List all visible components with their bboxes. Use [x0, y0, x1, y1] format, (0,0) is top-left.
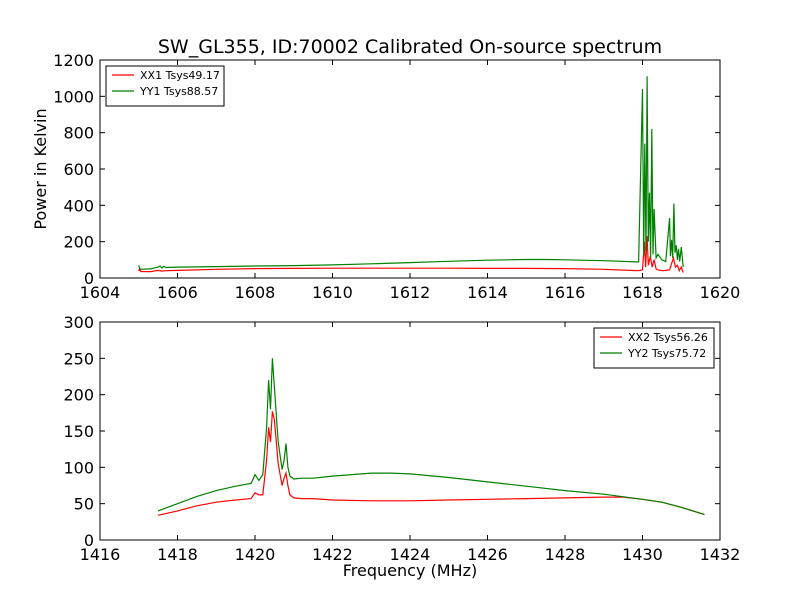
y-tick-label: 50: [74, 495, 94, 514]
x-tick-label: 1620: [700, 283, 741, 302]
y-tick-label: 1000: [53, 87, 94, 106]
y-tick-label: 0: [84, 531, 94, 550]
x-tick-label: 1610: [312, 283, 353, 302]
x-tick-label: 1606: [157, 283, 198, 302]
y-tick-label: 250: [63, 349, 94, 368]
y-tick-label: 800: [63, 124, 94, 143]
bottom-panel: 1416 1418 1420 1422 1424 1426 1428 1430 1432 0 50 1…: [63, 313, 740, 564]
legend-box: [593, 327, 715, 369]
y-tick-label: 150: [63, 422, 94, 441]
legend-label: XX2 Tsys56.26: [628, 331, 708, 344]
chart-title: SW_GL355, ID:70002 Calibrated On-source …: [158, 36, 662, 58]
legend-label: XX1 Tsys49.17: [140, 69, 220, 82]
y-tick-label: 200: [63, 386, 94, 405]
x-tick-label: 1420: [235, 545, 276, 564]
y-tick-label: 100: [63, 458, 94, 477]
y-tick-label: 300: [63, 313, 94, 332]
x-tick-label: 1422: [312, 545, 353, 564]
x-tick-label: 1616: [545, 283, 586, 302]
y-tick-label: 1200: [53, 51, 94, 70]
series-line-1: [138, 236, 684, 273]
y-axis-label: Power in Kelvin: [31, 108, 50, 229]
x-tick-label: 1430: [622, 545, 663, 564]
x-axis-label: Frequency (MHz): [343, 561, 477, 580]
y-tick-label: 400: [63, 196, 94, 215]
series-line-2: [157, 358, 705, 516]
legend-box: [105, 65, 225, 107]
series-line-1: [157, 411, 705, 516]
top-panel: 1604 1606 1608 1610 1612 1614 1616 1618 1620 0 200…: [53, 51, 740, 302]
y-tick-label: 0: [84, 269, 94, 288]
x-tick-label: 1424: [390, 545, 431, 564]
x-tick-label: 1604: [80, 283, 121, 302]
y-tick-label: 200: [63, 233, 94, 252]
x-tick-label: 1426: [467, 545, 508, 564]
legend-label: YY1 Tsys88.57: [139, 85, 218, 98]
x-tick-label: 1416: [80, 545, 121, 564]
series-line-2: [138, 76, 684, 270]
x-tick-label: 1418: [157, 545, 198, 564]
legend: XX2 Tsys56.26 YY2 Tsys75.72: [593, 327, 715, 369]
x-tick-label: 1608: [235, 283, 276, 302]
legend: XX1 Tsys49.17 YY1 Tsys88.57: [105, 65, 225, 107]
y-tick-label: 600: [63, 160, 94, 179]
x-tick-label: 1428: [545, 545, 586, 564]
x-tick-label: 1432: [700, 545, 741, 564]
x-tick-label: 1618: [622, 283, 663, 302]
legend-label: YY2 Tsys75.72: [627, 347, 706, 360]
x-tick-label: 1612: [390, 283, 431, 302]
x-tick-label: 1614: [467, 283, 508, 302]
